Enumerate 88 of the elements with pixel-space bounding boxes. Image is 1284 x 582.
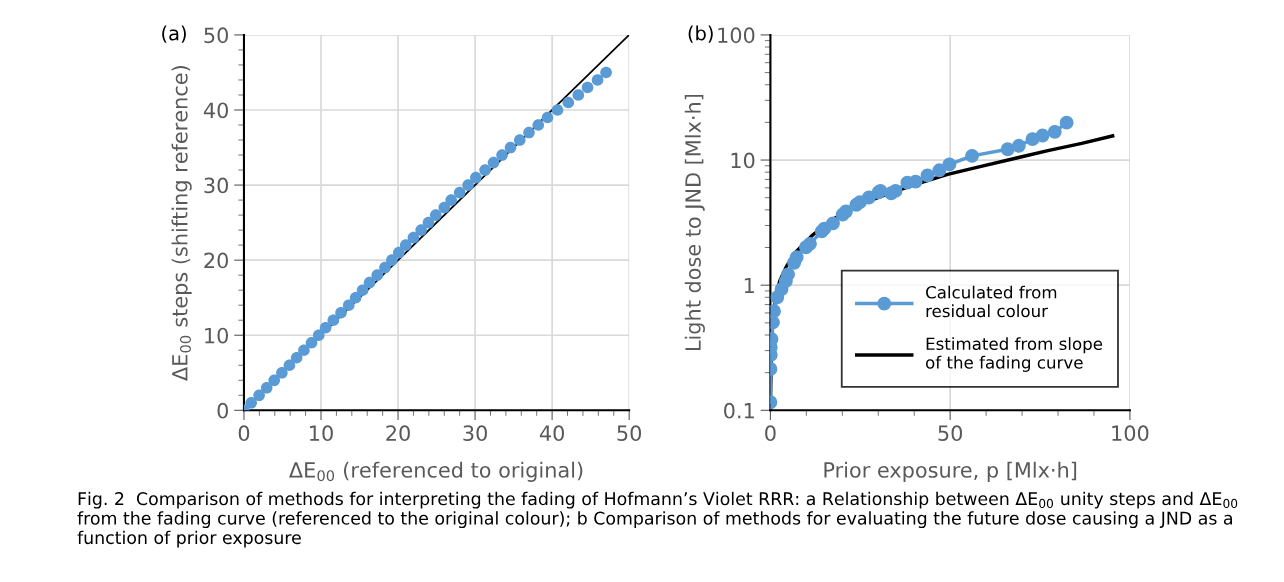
x-tick-label: 0: [765, 425, 776, 442]
point: [888, 183, 903, 198]
point: [415, 224, 427, 236]
point: [479, 164, 491, 176]
legend-label: Calculated from residual colour: [926, 285, 1057, 318]
text: (b): [688, 25, 713, 43]
point: [572, 89, 585, 101]
point: [422, 216, 435, 229]
point: [470, 171, 482, 184]
point: [335, 306, 347, 319]
point: [379, 261, 391, 274]
point: [312, 329, 325, 342]
point: [342, 299, 355, 312]
point: [260, 381, 273, 394]
point: [932, 163, 947, 178]
point: [276, 366, 288, 379]
point: [245, 396, 258, 409]
point: [363, 276, 376, 289]
point: [298, 344, 310, 357]
point: [453, 186, 466, 199]
point: [319, 321, 332, 334]
caption: Fig. 2 Comparison of methods for interpreting the fading of Hofmann’s Violet RRR: a Relationship between ΔE$_{00}$ unity steps and ΔE$_{00}$ from the fading curve (referenced to the original colour); b Comparison of methods for evaluating the future dose causing a JND as a function of prior exposure: [77, 491, 1238, 548]
x-tick-label: 30: [463, 425, 487, 442]
y-tick-label: 10: [731, 152, 755, 169]
point: [908, 174, 923, 189]
point: [781, 267, 795, 282]
point: [513, 134, 526, 146]
point: [600, 66, 612, 79]
point: [445, 194, 458, 206]
x-tick-label: 50: [938, 425, 963, 442]
y-tick-label: 50: [204, 27, 228, 44]
point: [386, 254, 398, 266]
point: [1035, 128, 1050, 143]
point: [268, 374, 281, 387]
y-axis-title: Light dose to JND [Mlx·h]: [684, 94, 705, 351]
y-axis-title: ΔE$_{00}$ steps (shifting reference): [171, 66, 192, 381]
y-tick-label: 0: [217, 402, 228, 419]
y-tick-label: 0.1: [724, 402, 754, 419]
x-tick-label: 50: [617, 425, 642, 442]
point: [826, 216, 840, 231]
point: [803, 236, 817, 251]
point: [591, 74, 604, 86]
y-tick-label: 30: [204, 177, 228, 194]
point: [371, 269, 384, 281]
x-tick-label: 40: [539, 425, 564, 442]
point: [541, 111, 554, 124]
point: [789, 250, 804, 265]
x-tick-label: 0: [238, 425, 250, 442]
y-tick-label: 1: [744, 277, 754, 294]
y-tick-label: 10: [205, 327, 228, 344]
point: [462, 179, 474, 191]
point: [920, 168, 935, 183]
x-tick-label: 10: [310, 425, 333, 442]
legend-label: Estimated from slope of the fading curve: [926, 337, 1103, 372]
point: [327, 314, 340, 327]
point: [581, 81, 594, 94]
point: [1000, 142, 1015, 157]
point: [965, 148, 980, 163]
point: [349, 291, 362, 304]
point: [1047, 124, 1062, 139]
point: [532, 119, 545, 131]
point: [496, 149, 508, 161]
x-tick-label: 20: [386, 425, 410, 442]
point: [487, 156, 500, 169]
point: [253, 389, 265, 402]
point: [407, 231, 420, 244]
point: [504, 141, 517, 154]
point: [283, 359, 296, 372]
point: [1011, 138, 1026, 153]
text: (a): [162, 25, 186, 43]
x-tick-label: 100: [1112, 425, 1149, 442]
point: [942, 157, 957, 172]
point: [429, 209, 442, 221]
y-tick-label: 100: [718, 27, 755, 44]
x-axis-title: Prior exposure, p [Mlx·h]: [824, 461, 1077, 482]
point: [393, 246, 405, 259]
point: [551, 104, 564, 116]
point: [399, 239, 412, 251]
point: [438, 201, 451, 214]
point: [1059, 115, 1074, 130]
y-tick-label: 20: [204, 252, 228, 269]
point: [290, 351, 303, 364]
point: [523, 126, 535, 139]
x-axis-title: ΔE$_{00}$ (referenced to original): [289, 461, 583, 482]
point: [356, 284, 369, 296]
y-tick-label: 40: [203, 102, 228, 119]
point: [305, 336, 318, 349]
point: [562, 96, 575, 109]
